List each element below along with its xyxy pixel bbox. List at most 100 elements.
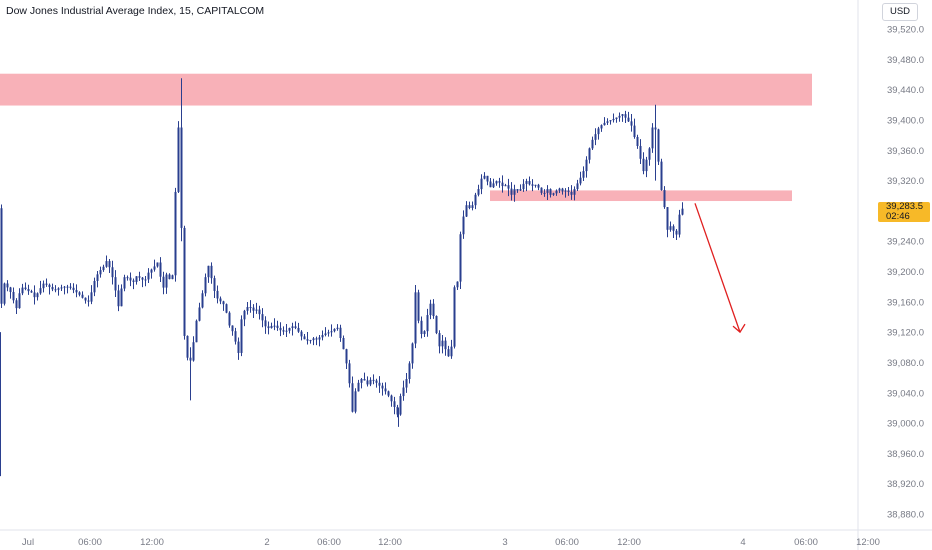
candle-body: [192, 342, 195, 361]
candle-body: [441, 340, 444, 347]
candle-body: [435, 316, 438, 334]
candle-body: [675, 230, 678, 235]
candle-body: [561, 188, 564, 192]
candle-body: [366, 380, 369, 385]
candle-body: [597, 128, 600, 135]
x-tick-label: 06:00: [794, 537, 818, 548]
candle-body: [159, 262, 162, 277]
candle-body: [318, 337, 321, 340]
candle-body: [324, 333, 327, 336]
candle-body: [432, 303, 435, 317]
currency-selector[interactable]: USD: [882, 3, 918, 21]
candle-body: [330, 331, 333, 333]
candle-body: [498, 181, 501, 183]
candle-body: [45, 283, 48, 285]
y-tick-label: 39,160.0: [887, 297, 924, 308]
candle-body: [426, 315, 429, 332]
candle-body: [504, 185, 507, 187]
candle-body: [42, 283, 45, 289]
candle-body: [222, 301, 225, 305]
candle-body: [528, 181, 531, 185]
candle-body: [579, 177, 582, 184]
candle-body: [78, 292, 81, 295]
candle-body: [513, 189, 516, 195]
candle-body: [258, 309, 261, 315]
candle-body: [438, 333, 441, 347]
candle-body: [63, 286, 66, 288]
candle-body: [474, 194, 477, 206]
candle-body: [27, 289, 30, 292]
candle-body: [39, 288, 42, 294]
candle-body: [609, 120, 612, 122]
x-tick-label: 12:00: [617, 537, 641, 548]
candle-body: [621, 114, 624, 116]
y-tick-label: 39,080.0: [887, 358, 924, 369]
candle-body: [429, 303, 432, 316]
candle-body: [156, 262, 159, 267]
candle-body: [381, 385, 384, 389]
candle-body: [237, 341, 240, 353]
candle-body: [570, 191, 573, 195]
candle-body: [543, 192, 546, 194]
candle-body: [525, 181, 528, 184]
candle-body: [657, 129, 660, 162]
candle-body: [267, 326, 270, 329]
candle-body: [165, 274, 168, 288]
last-price-tag: 39,283.5 02:46: [878, 202, 930, 222]
candle-body: [120, 288, 123, 307]
x-tick-label: 12:00: [140, 537, 164, 548]
y-tick-label: 39,440.0: [887, 85, 924, 96]
candle-body: [75, 290, 78, 293]
candle-body: [204, 277, 207, 294]
y-tick-label: 38,960.0: [887, 449, 924, 460]
candle-body: [618, 115, 621, 118]
candle-body: [630, 121, 633, 126]
last-price-value: 39,283.5: [886, 201, 923, 212]
candle-body: [279, 327, 282, 331]
y-tick-label: 39,000.0: [887, 419, 924, 430]
candle-body: [240, 319, 243, 353]
candle-body: [642, 158, 645, 172]
candle-body: [303, 336, 306, 340]
candle-body: [30, 291, 33, 293]
candle-body: [225, 304, 228, 313]
x-tick-label: 06:00: [317, 537, 341, 548]
candle-body: [615, 117, 618, 119]
candle-body: [636, 136, 639, 146]
candle-body: [255, 309, 258, 311]
candle-body: [246, 307, 249, 311]
candle-body: [141, 277, 144, 280]
candle-body: [66, 286, 69, 288]
candle-body: [183, 227, 186, 336]
candle-body: [285, 330, 288, 332]
candle-body: [9, 287, 12, 292]
candle-body: [360, 379, 363, 383]
candle-body: [69, 286, 72, 288]
candle-body: [468, 205, 471, 209]
candle-body: [510, 188, 513, 195]
candle-body: [408, 363, 411, 380]
candle-body: [660, 161, 663, 191]
candle-body: [114, 277, 117, 291]
candle-body: [669, 226, 672, 230]
candle-body: [48, 284, 51, 288]
candle-body: [357, 382, 360, 392]
candle-body: [87, 300, 90, 302]
candle-body: [306, 339, 309, 341]
candle-body: [372, 379, 375, 381]
candle-body: [486, 175, 489, 182]
candle-body: [633, 125, 636, 137]
candle-body: [168, 274, 171, 280]
candle-body: [672, 226, 675, 231]
candle-body: [393, 401, 396, 407]
candle-body: [489, 181, 492, 188]
candle-body: [663, 190, 666, 208]
candle-body: [558, 188, 561, 191]
candle-body: [447, 349, 450, 357]
bar-countdown: 02:46: [886, 211, 910, 222]
candle-body: [681, 208, 684, 215]
candle-body: [576, 183, 579, 190]
x-tick-label: 12:00: [856, 537, 880, 548]
candle-body: [132, 280, 135, 282]
